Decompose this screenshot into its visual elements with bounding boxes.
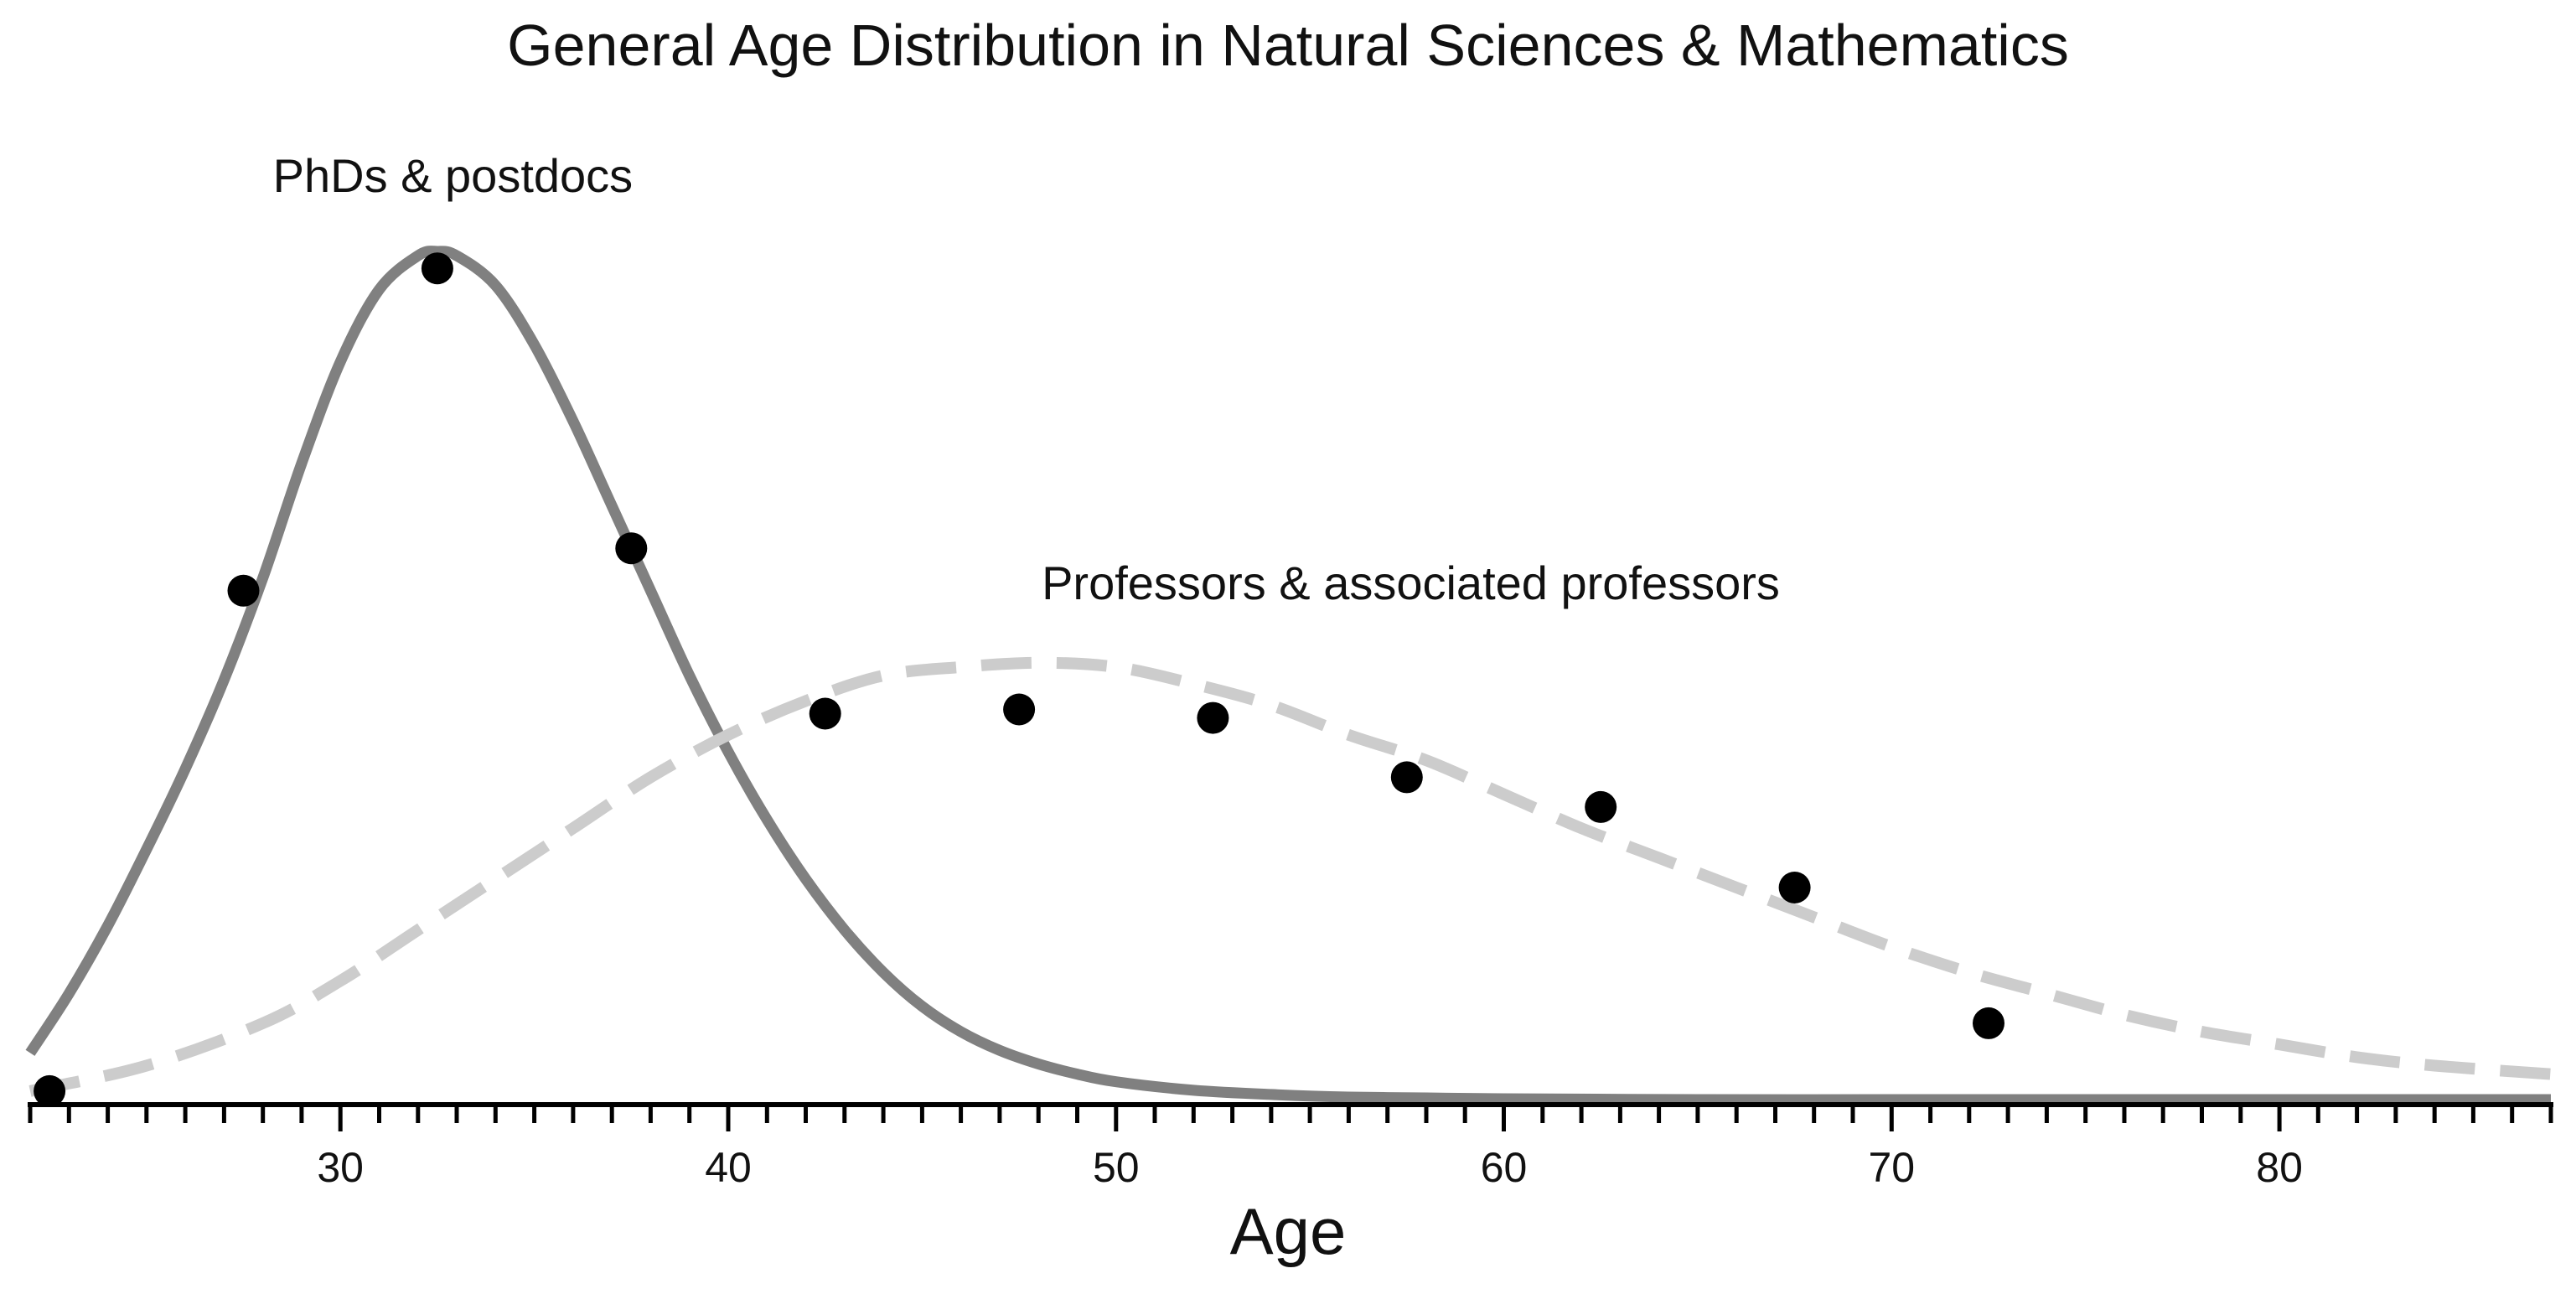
points-layer (34, 252, 2004, 1107)
data-point (1390, 761, 1423, 794)
data-point (615, 532, 648, 565)
curves-layer (25, 246, 2552, 1105)
curve-dashed-series (28, 656, 2552, 1097)
data-point (227, 574, 260, 607)
curve-solid-series (25, 246, 2551, 1105)
x-tick-label: 60 (1481, 1144, 1528, 1191)
x-axis: 30 40 50 60 70 80 (28, 1102, 2553, 1191)
x-ticks: 30 40 50 60 70 80 (28, 1105, 2553, 1191)
annotation-label: Professors & associated professors (1042, 556, 1780, 609)
data-point (1585, 790, 1617, 823)
chart-title: General Age Distribution in Natural Scie… (507, 13, 2069, 78)
data-point (1973, 1007, 2004, 1039)
annotation-label: PhDs & postdocs (273, 149, 634, 202)
data-point (1003, 693, 1036, 726)
data-point (34, 1074, 66, 1107)
data-point (1778, 872, 1811, 903)
x-tick-label: 80 (2256, 1144, 2303, 1191)
data-point (421, 252, 453, 285)
x-tick-label: 50 (1093, 1144, 1140, 1191)
data-point (1197, 701, 1229, 734)
annotations-layer: PhDs & postdocs Professors & associated p… (273, 149, 1780, 609)
x-tick-label: 40 (705, 1144, 752, 1191)
data-point (809, 697, 841, 730)
x-axis-label: Age (1230, 1194, 1347, 1268)
x-tick-label: 30 (317, 1144, 364, 1191)
x-tick-label: 70 (1868, 1144, 1915, 1191)
